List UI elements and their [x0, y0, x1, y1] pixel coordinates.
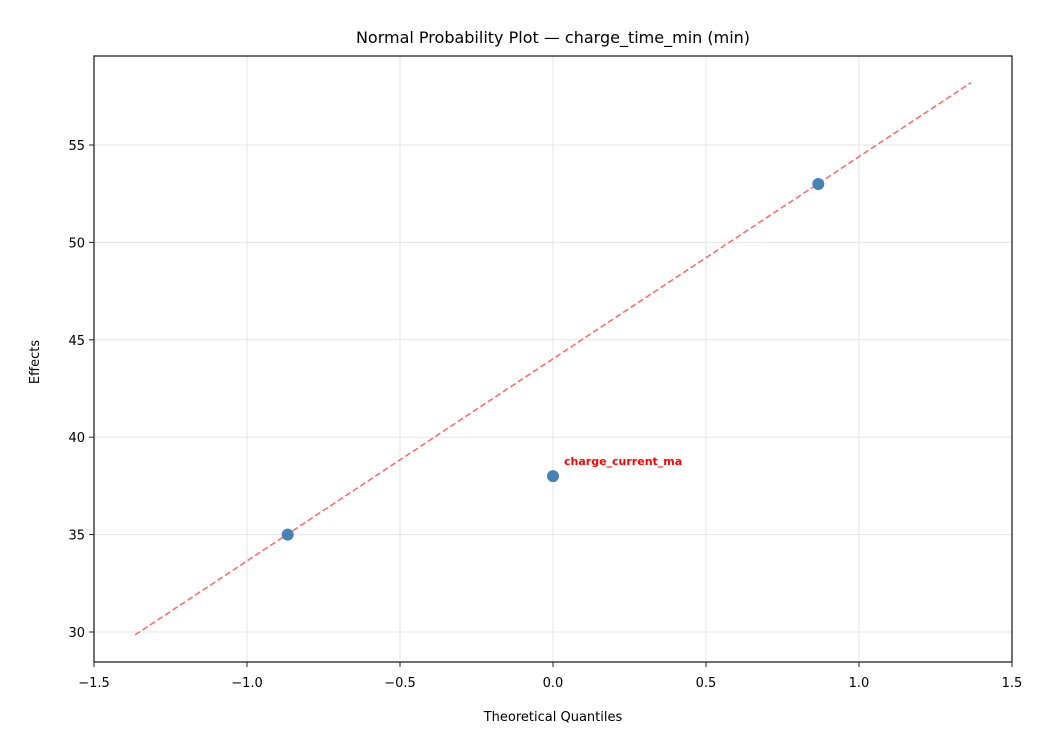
y-tick-label: 30 [68, 626, 85, 641]
x-tick-label: −1.0 [231, 676, 263, 691]
reference-line [134, 82, 972, 636]
x-tick-label: −0.5 [384, 676, 416, 691]
y-tick-label: 45 [68, 334, 85, 349]
x-tick-label: 0.0 [543, 676, 564, 691]
y-tick-label: 55 [68, 139, 85, 154]
x-axis-label: Theoretical Quantiles [483, 710, 623, 725]
x-tick-label: −1.5 [78, 676, 110, 691]
x-tick-label: 1.5 [1002, 676, 1023, 691]
point-annotation: charge_current_ma [564, 455, 682, 468]
data-points: charge_current_ma [281, 177, 825, 541]
x-axis-ticks: −1.5 −1.0 −0.5 0.0 0.5 1.0 1.5 [78, 662, 1022, 691]
y-tick-label: 50 [68, 236, 85, 251]
data-point [281, 528, 294, 541]
y-axis-label: Effects [28, 340, 43, 384]
data-point [812, 177, 825, 190]
chart-title: Normal Probability Plot — charge_time_mi… [356, 28, 750, 48]
x-tick-label: 1.0 [849, 676, 870, 691]
data-point [547, 470, 559, 483]
x-tick-label: 0.5 [696, 676, 717, 691]
y-tick-label: 40 [68, 431, 85, 446]
y-axis-ticks: 30 35 40 45 50 55 [68, 139, 94, 641]
y-tick-label: 35 [68, 529, 85, 544]
